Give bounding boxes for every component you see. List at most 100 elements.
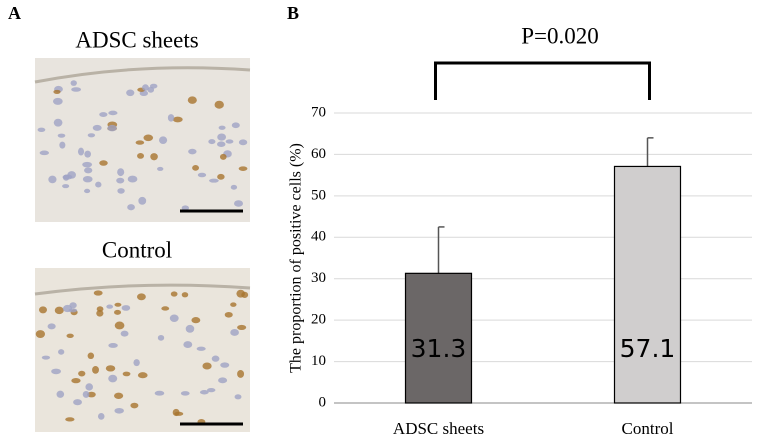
value-label: 31.3 [411, 334, 467, 363]
cell [208, 139, 216, 145]
cell [127, 175, 138, 183]
cell [126, 89, 135, 97]
cell [207, 388, 216, 393]
y-tick-label: 20 [311, 312, 326, 328]
cell [220, 362, 230, 368]
cell [65, 417, 75, 422]
y-tick-label: 70 [311, 104, 326, 120]
cell [191, 317, 201, 324]
cell [58, 349, 65, 355]
cell [230, 302, 237, 307]
cell [35, 330, 46, 339]
cell [167, 114, 175, 122]
cell [38, 306, 48, 314]
cell [142, 84, 149, 91]
micrograph [34, 268, 251, 432]
cell [217, 133, 227, 141]
cell [82, 390, 90, 398]
cell [135, 140, 145, 145]
cell [106, 304, 114, 309]
cell [70, 80, 77, 86]
cell [199, 390, 209, 395]
cell [121, 305, 131, 311]
image-title: ADSC sheets [75, 27, 198, 52]
cell [105, 365, 116, 372]
cell [87, 133, 96, 138]
cell [157, 334, 165, 341]
cell [127, 204, 135, 211]
cell [95, 181, 102, 188]
cell [73, 399, 82, 406]
cell [108, 374, 118, 383]
cell [66, 333, 74, 338]
bar [613, 165, 682, 404]
cell [150, 153, 158, 161]
x-tick-label: ADSC sheets [393, 419, 484, 438]
cell [236, 289, 245, 298]
cell [92, 365, 99, 374]
cell [117, 188, 125, 194]
cell [130, 402, 139, 409]
cell [181, 205, 189, 211]
cell [202, 362, 212, 370]
cell [238, 139, 248, 146]
cell [62, 184, 70, 189]
cell [78, 370, 86, 377]
cell [138, 196, 147, 205]
micrograph-bg [35, 268, 250, 432]
cell [237, 324, 247, 330]
y-axis-label: The proportion of positive cells (%) [288, 143, 305, 373]
y-tick-label: 50 [311, 187, 326, 203]
cell [114, 321, 125, 330]
cell [187, 96, 197, 104]
cell [99, 112, 108, 117]
cell [84, 188, 91, 194]
x-tick-label: Control [622, 419, 674, 438]
cell [71, 377, 81, 384]
cell [218, 377, 228, 384]
cell [107, 124, 117, 132]
tissue-edge [34, 66, 251, 84]
cell [68, 308, 78, 313]
cell [120, 330, 129, 337]
cell [159, 136, 168, 144]
cell [224, 311, 233, 318]
cell [41, 355, 51, 360]
cell [99, 160, 108, 166]
cell [62, 174, 73, 180]
cell [133, 359, 140, 367]
cell [56, 390, 65, 398]
cell [82, 161, 93, 168]
cell [116, 177, 125, 184]
cell [161, 306, 170, 311]
cell [137, 372, 148, 379]
cell [197, 172, 207, 178]
cell [218, 125, 226, 130]
panel-label: B [287, 3, 299, 23]
cell [185, 324, 195, 333]
cell [225, 139, 234, 144]
cell [234, 394, 242, 400]
y-tick-label: 10 [311, 353, 326, 369]
cell [143, 134, 154, 142]
cell [108, 343, 118, 348]
value-label: 57.1 [620, 334, 676, 363]
cell [59, 141, 66, 149]
cell [77, 147, 85, 156]
micrograph [34, 58, 251, 222]
cell [154, 390, 165, 396]
cell [53, 118, 63, 127]
cell [108, 110, 118, 116]
tissue-edge [34, 283, 251, 296]
cell [137, 153, 145, 159]
cell [174, 411, 184, 416]
cell [234, 200, 244, 207]
y-tick-label: 40 [311, 229, 326, 245]
cell [37, 127, 46, 132]
cell [196, 346, 206, 351]
cell [97, 412, 105, 420]
cell [147, 86, 155, 93]
cell [114, 309, 122, 315]
cell [39, 150, 49, 156]
